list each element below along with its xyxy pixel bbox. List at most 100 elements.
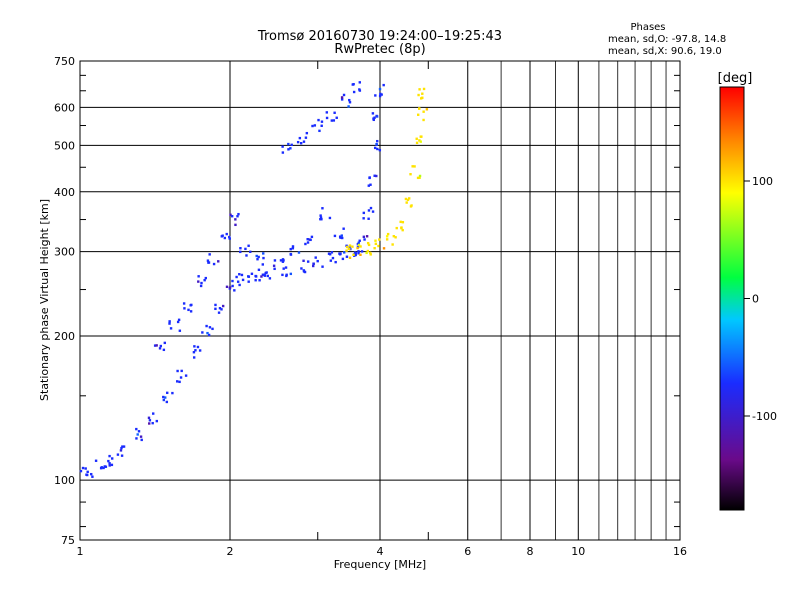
- data-point: [399, 220, 402, 224]
- data-point: [348, 244, 352, 247]
- data-point: [362, 217, 365, 220]
- data-point: [162, 395, 165, 399]
- data-point: [378, 148, 382, 152]
- data-point: [306, 260, 310, 263]
- x-tick-label: 10: [571, 545, 585, 558]
- data-point: [86, 470, 89, 474]
- colorbar-label: [deg]: [718, 71, 753, 86]
- data-point: [85, 473, 89, 477]
- data-point: [351, 245, 354, 248]
- data-point: [358, 239, 361, 242]
- data-point: [367, 209, 371, 212]
- data-point: [166, 391, 169, 395]
- data-point: [84, 467, 87, 470]
- data-point: [338, 252, 341, 255]
- data-point: [360, 250, 364, 253]
- data-point: [94, 459, 98, 462]
- data-point: [327, 252, 331, 255]
- data-point: [300, 267, 303, 270]
- data-point: [203, 278, 206, 282]
- data-point: [320, 218, 323, 221]
- data-point: [369, 253, 372, 256]
- data-point: [281, 260, 285, 263]
- data-point: [376, 139, 379, 143]
- data-point: [254, 275, 258, 278]
- data-point: [171, 391, 174, 395]
- data-point: [312, 262, 315, 265]
- data-point: [352, 253, 355, 257]
- data-point: [312, 264, 315, 268]
- data-point: [282, 267, 285, 270]
- data-point: [272, 264, 276, 267]
- data-point: [340, 98, 344, 101]
- data-point: [373, 174, 376, 177]
- data-point: [136, 433, 139, 436]
- data-point: [218, 306, 222, 310]
- data-point: [217, 260, 220, 263]
- data-point: [347, 105, 350, 108]
- data-point: [373, 246, 376, 250]
- data-point: [135, 427, 138, 431]
- data-point: [401, 228, 404, 232]
- data-point: [367, 243, 371, 247]
- data-point: [421, 92, 424, 95]
- data-point: [155, 344, 158, 347]
- data-point: [239, 247, 242, 250]
- x-axis-label: Frequency [MHz]: [334, 558, 426, 571]
- data-point: [377, 244, 380, 248]
- data-point: [163, 341, 167, 345]
- data-point: [234, 218, 237, 221]
- data-point: [100, 466, 103, 469]
- data-point: [179, 376, 183, 379]
- data-point: [330, 119, 334, 122]
- data-point: [357, 241, 360, 244]
- data-point: [168, 320, 171, 323]
- data-point: [418, 176, 421, 179]
- data-point: [256, 258, 259, 261]
- chart-subtitle: RwPretec (8p): [334, 42, 425, 57]
- data-point: [289, 247, 292, 251]
- data-point: [168, 322, 171, 325]
- data-point: [289, 253, 293, 256]
- data-point: [268, 277, 272, 280]
- data-point: [159, 344, 163, 348]
- data-point: [90, 472, 93, 476]
- phase-stats-heading: Phases: [630, 22, 665, 33]
- y-tick-label: 300: [54, 246, 75, 259]
- data-point: [406, 198, 410, 202]
- data-point: [410, 204, 413, 207]
- x-tick-label: 8: [527, 545, 534, 558]
- phase-stats-o: mean, sd,O: -97.8, 14.8: [608, 34, 726, 45]
- data-point: [333, 111, 336, 114]
- data-point: [318, 129, 321, 133]
- data-point: [212, 262, 216, 266]
- colorbar: [719, 86, 745, 511]
- data-point: [367, 184, 370, 187]
- data-point: [311, 124, 314, 128]
- data-point: [306, 238, 309, 241]
- data-point: [338, 235, 342, 238]
- data-point: [321, 207, 324, 210]
- data-point: [328, 216, 332, 220]
- data-point: [380, 93, 383, 96]
- data-point: [266, 274, 269, 278]
- data-point: [342, 227, 345, 230]
- data-point: [401, 220, 405, 224]
- data-point: [204, 276, 207, 280]
- data-point: [279, 259, 283, 262]
- y-axis-label: Stationary phase Virtual Height [km]: [38, 199, 51, 401]
- data-point: [221, 304, 225, 308]
- data-point: [223, 236, 227, 240]
- data-point: [367, 217, 370, 220]
- data-point: [199, 284, 203, 288]
- data-point: [139, 435, 143, 438]
- data-point: [287, 142, 290, 146]
- data-point: [240, 273, 244, 277]
- data-point: [348, 98, 351, 102]
- data-point: [290, 143, 293, 147]
- data-point: [420, 135, 423, 138]
- data-point: [164, 396, 167, 399]
- data-point: [348, 256, 352, 259]
- data-point: [385, 235, 389, 238]
